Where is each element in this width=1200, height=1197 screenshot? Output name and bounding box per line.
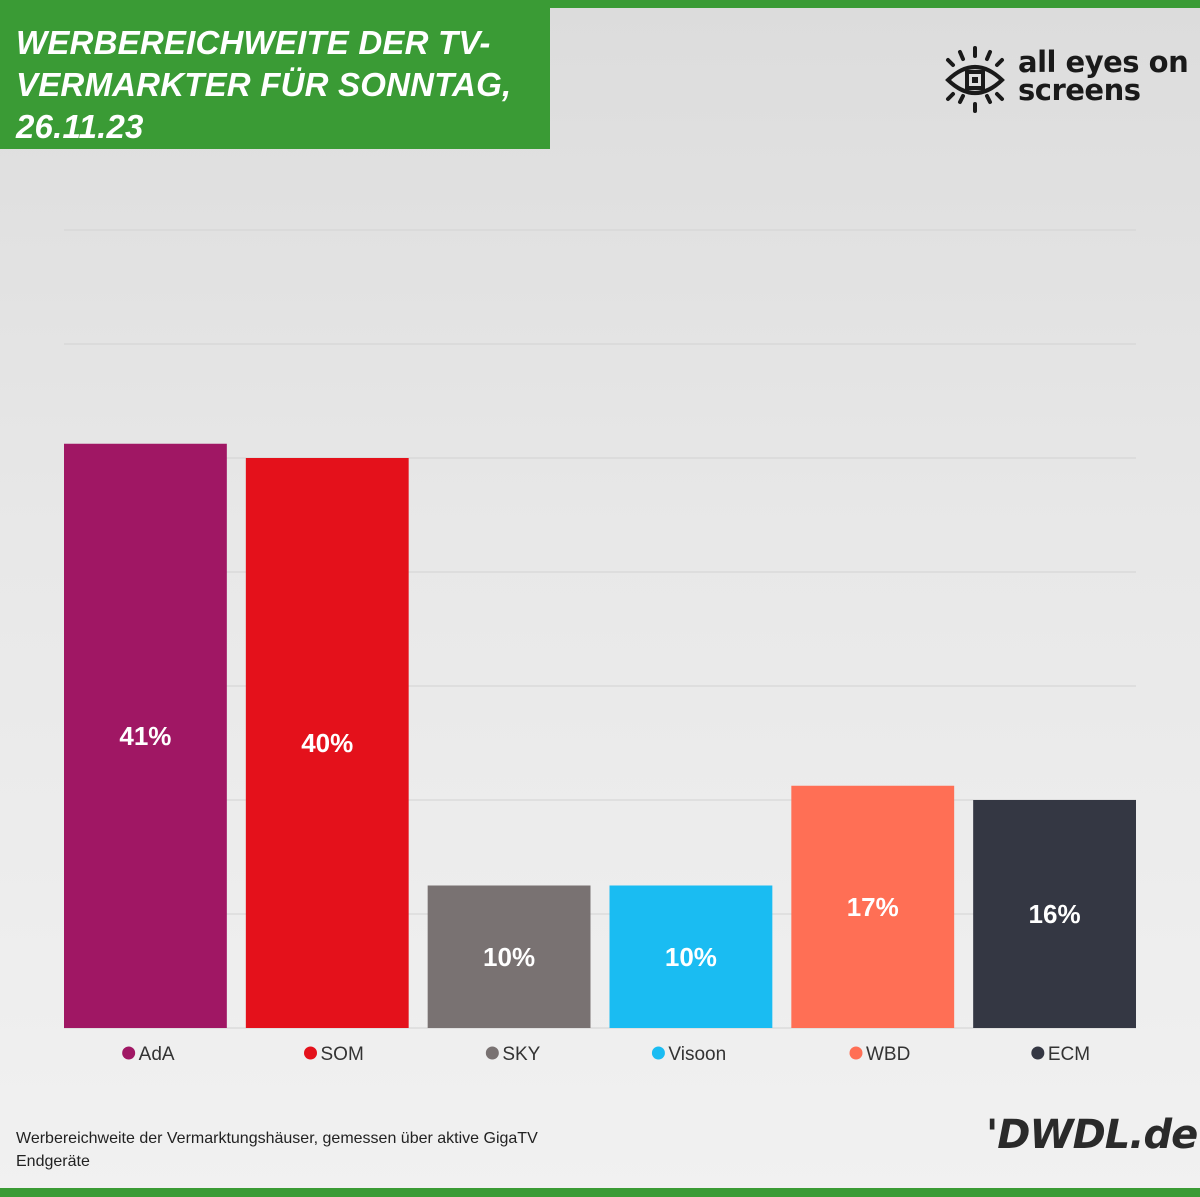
legend-dot-visoon xyxy=(651,1046,665,1060)
data-label-ada: 41% xyxy=(119,721,171,751)
title-banner: WERBEREICHWEITE DER TV- VERMARKTER FÜR S… xyxy=(0,8,550,149)
legend-dot-som xyxy=(304,1046,317,1060)
chart-title: WERBEREICHWEITE DER TV- VERMARKTER FÜR S… xyxy=(16,22,534,148)
bar-visoon xyxy=(609,885,773,1028)
data-label-wbd: 17% xyxy=(847,892,899,922)
category-label-sky: SKY xyxy=(502,1044,540,1065)
category-label-ecm: ECM xyxy=(1048,1044,1090,1065)
chart-title-line-1: WERBEREICHWEITE DER TV- xyxy=(16,24,491,61)
legend-item-ada: AdA xyxy=(122,1044,175,1065)
bar-sky xyxy=(427,885,591,1028)
chart-title-line-3: 26.11.23 xyxy=(16,108,144,145)
data-label-som: 40% xyxy=(301,728,353,758)
data-label-sky: 10% xyxy=(483,942,535,972)
data-label-visoon: 10% xyxy=(665,942,717,972)
chart-title-line-2: VERMARKTER FÜR SONNTAG, xyxy=(16,66,512,103)
brand-name: all eyes on screens xyxy=(1018,45,1189,107)
data-label-ecm: 16% xyxy=(1029,899,1081,929)
bar-ada xyxy=(64,443,227,1028)
legend-item-wbd: WBD xyxy=(849,1044,910,1065)
legend-dot-wbd xyxy=(849,1046,863,1060)
footnote: Werbereichweite der Vermarktungshäuser, … xyxy=(16,1130,538,1170)
brand-name-line-1: all eyes on xyxy=(1018,45,1189,79)
legend-dot-ecm xyxy=(1031,1046,1045,1060)
bottom-accent-line xyxy=(0,1188,1200,1197)
eye-logo-icon xyxy=(945,46,1005,113)
legend-item-visoon: Visoon xyxy=(651,1044,726,1065)
legend-dot-sky xyxy=(485,1046,499,1060)
bar-ecm xyxy=(973,800,1136,1028)
brand-logo: all eyes on screens xyxy=(940,44,1190,114)
legend-item-som: SOM xyxy=(304,1044,364,1065)
bar-wbd xyxy=(791,785,955,1028)
top-accent-line xyxy=(0,0,1200,8)
category-label-wbd: WBD xyxy=(866,1044,910,1065)
category-label-ada: AdA xyxy=(139,1044,175,1065)
source-logo: 'DWDL.de xyxy=(986,1112,1198,1158)
legend-item-sky: SKY xyxy=(485,1044,541,1065)
brand-name-line-2: screens xyxy=(1018,73,1141,107)
category-label-som: SOM xyxy=(321,1044,364,1065)
legend-item-ecm: ECM xyxy=(1031,1044,1090,1065)
bar-som xyxy=(245,458,409,1028)
legend-dot-ada xyxy=(122,1046,136,1060)
category-label-visoon: Visoon xyxy=(668,1044,726,1065)
